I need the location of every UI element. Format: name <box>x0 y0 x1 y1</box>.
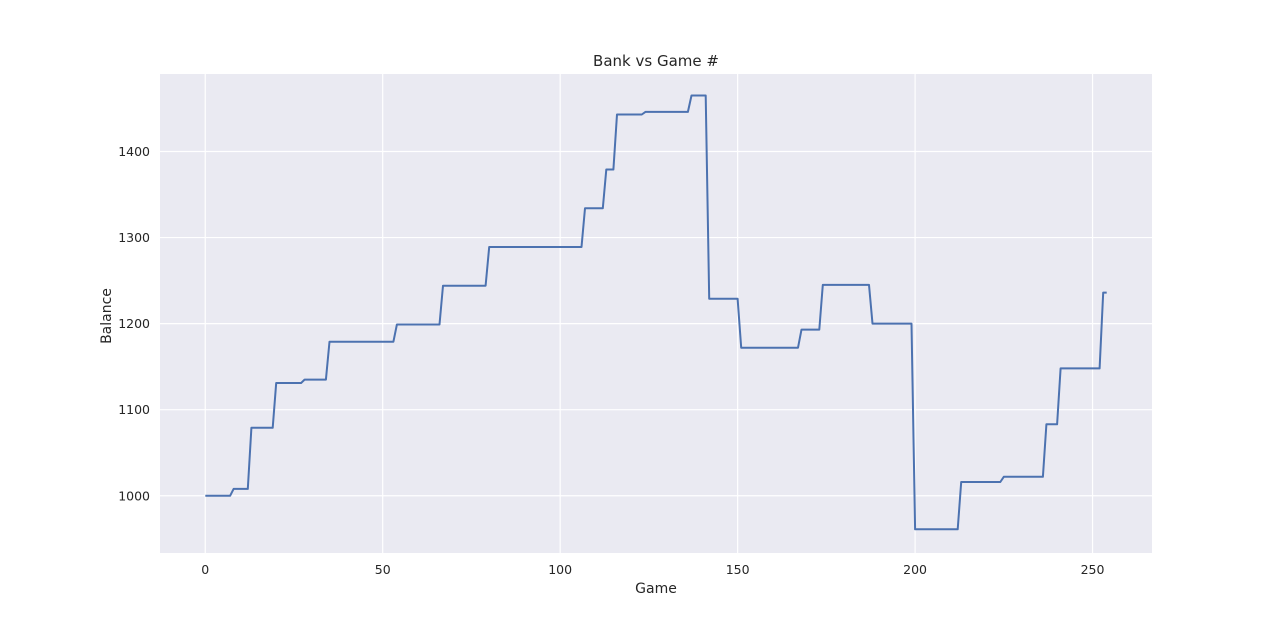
chart-title: Bank vs Game # <box>593 52 719 70</box>
x-tick-label: 100 <box>548 562 572 577</box>
y-tick-labels: 1000 1100 1200 1300 1400 <box>118 144 150 503</box>
x-tick-label: 150 <box>726 562 750 577</box>
y-tick-label: 1300 <box>118 230 150 245</box>
x-axis-label: Game <box>635 581 677 597</box>
plot-background <box>160 74 1152 553</box>
y-tick-label: 1200 <box>118 316 150 331</box>
x-tick-label: 250 <box>1081 562 1105 577</box>
y-tick-label: 1000 <box>118 488 150 503</box>
x-tick-labels: 0 50 100 150 200 250 <box>201 562 1104 577</box>
y-tick-label: 1400 <box>118 144 150 159</box>
y-axis-label: Balance <box>99 288 115 344</box>
x-tick-label: 50 <box>375 562 391 577</box>
y-tick-label: 1100 <box>118 402 150 417</box>
x-tick-label: 200 <box>903 562 927 577</box>
x-tick-label: 0 <box>201 562 209 577</box>
